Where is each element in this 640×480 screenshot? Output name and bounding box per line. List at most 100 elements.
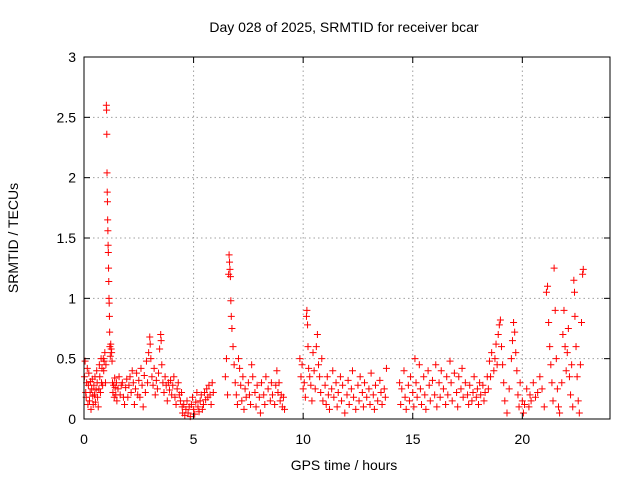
data-point	[575, 409, 583, 417]
data-point	[534, 388, 542, 396]
data-point	[135, 376, 143, 384]
data-point	[275, 379, 283, 387]
data-point	[365, 385, 373, 393]
data-point	[344, 376, 352, 384]
data-point	[170, 373, 178, 381]
data-point	[94, 393, 102, 401]
data-point	[442, 401, 450, 409]
data-point	[100, 357, 108, 365]
data-point	[178, 388, 186, 396]
data-point	[106, 328, 114, 336]
data-point	[380, 385, 388, 393]
data-point	[330, 393, 338, 401]
chart-title: Day 028 of 2025, SRMTID for receiver bca…	[209, 19, 479, 35]
data-point	[574, 397, 582, 405]
data-point	[235, 355, 243, 363]
data-point	[570, 288, 578, 296]
data-point	[227, 312, 235, 320]
data-point	[370, 405, 378, 413]
data-point	[209, 388, 217, 396]
data-point	[106, 352, 114, 360]
data-point	[240, 405, 248, 413]
data-point	[207, 401, 215, 409]
data-point	[105, 277, 113, 285]
data-point	[163, 397, 171, 405]
data-point	[300, 379, 308, 387]
data-point	[176, 397, 184, 405]
data-point	[94, 403, 102, 411]
data-point	[311, 385, 319, 393]
data-point	[157, 331, 165, 339]
data-point	[267, 379, 275, 387]
data-point	[149, 381, 157, 389]
data-point	[190, 405, 198, 413]
data-point	[531, 393, 539, 401]
data-point	[550, 264, 558, 272]
data-point	[466, 381, 474, 389]
data-point	[367, 369, 375, 377]
data-point	[148, 373, 156, 381]
x-tick-label: 20	[515, 431, 531, 447]
data-point	[579, 265, 587, 273]
x-tick-label: 5	[190, 431, 198, 447]
data-point	[304, 321, 312, 329]
data-point	[85, 369, 93, 377]
data-point	[341, 409, 349, 417]
data-point	[128, 367, 136, 375]
data-point	[473, 385, 481, 393]
data-point	[560, 306, 568, 314]
data-point	[447, 379, 455, 387]
data-point	[260, 391, 268, 399]
data-point	[428, 376, 436, 384]
data-point	[104, 241, 112, 249]
data-point	[196, 397, 204, 405]
data-point	[224, 391, 232, 399]
data-point	[102, 361, 110, 369]
data-point	[104, 227, 112, 235]
data-point	[319, 397, 327, 405]
data-point	[356, 373, 364, 381]
data-point	[171, 393, 179, 401]
data-point	[469, 388, 477, 396]
data-point	[236, 364, 244, 372]
data-point	[313, 331, 321, 339]
data-point	[238, 397, 246, 405]
data-point	[446, 357, 454, 365]
data-point	[457, 385, 465, 393]
data-point	[465, 401, 473, 409]
data-point	[140, 372, 148, 380]
data-point	[136, 393, 144, 401]
data-point	[371, 381, 379, 389]
x-tick-label: 10	[295, 431, 311, 447]
data-point	[301, 393, 309, 401]
data-point	[348, 367, 356, 375]
data-point	[129, 379, 137, 387]
data-point	[271, 401, 279, 409]
data-point	[191, 410, 199, 418]
y-tick-label: 0.5	[57, 351, 77, 367]
data-point	[139, 403, 147, 411]
data-point	[472, 393, 480, 401]
y-tick-label: 1	[68, 290, 76, 306]
data-point	[160, 388, 168, 396]
data-point	[477, 391, 485, 399]
data-point	[355, 397, 363, 405]
data-point	[328, 385, 336, 393]
data-point	[112, 379, 120, 387]
data-point	[147, 355, 155, 363]
data-point	[152, 376, 160, 384]
data-point	[359, 403, 367, 411]
data-point	[421, 391, 429, 399]
data-point	[249, 373, 257, 381]
data-point	[475, 401, 482, 409]
data-point	[251, 388, 259, 396]
data-point	[264, 385, 272, 393]
y-tick-label: 0	[68, 411, 76, 427]
data-point	[88, 385, 96, 393]
data-point	[336, 373, 344, 381]
data-point	[306, 373, 314, 381]
data-point	[499, 361, 507, 369]
data-point	[104, 216, 112, 224]
data-point	[376, 376, 384, 384]
data-point	[464, 391, 472, 399]
